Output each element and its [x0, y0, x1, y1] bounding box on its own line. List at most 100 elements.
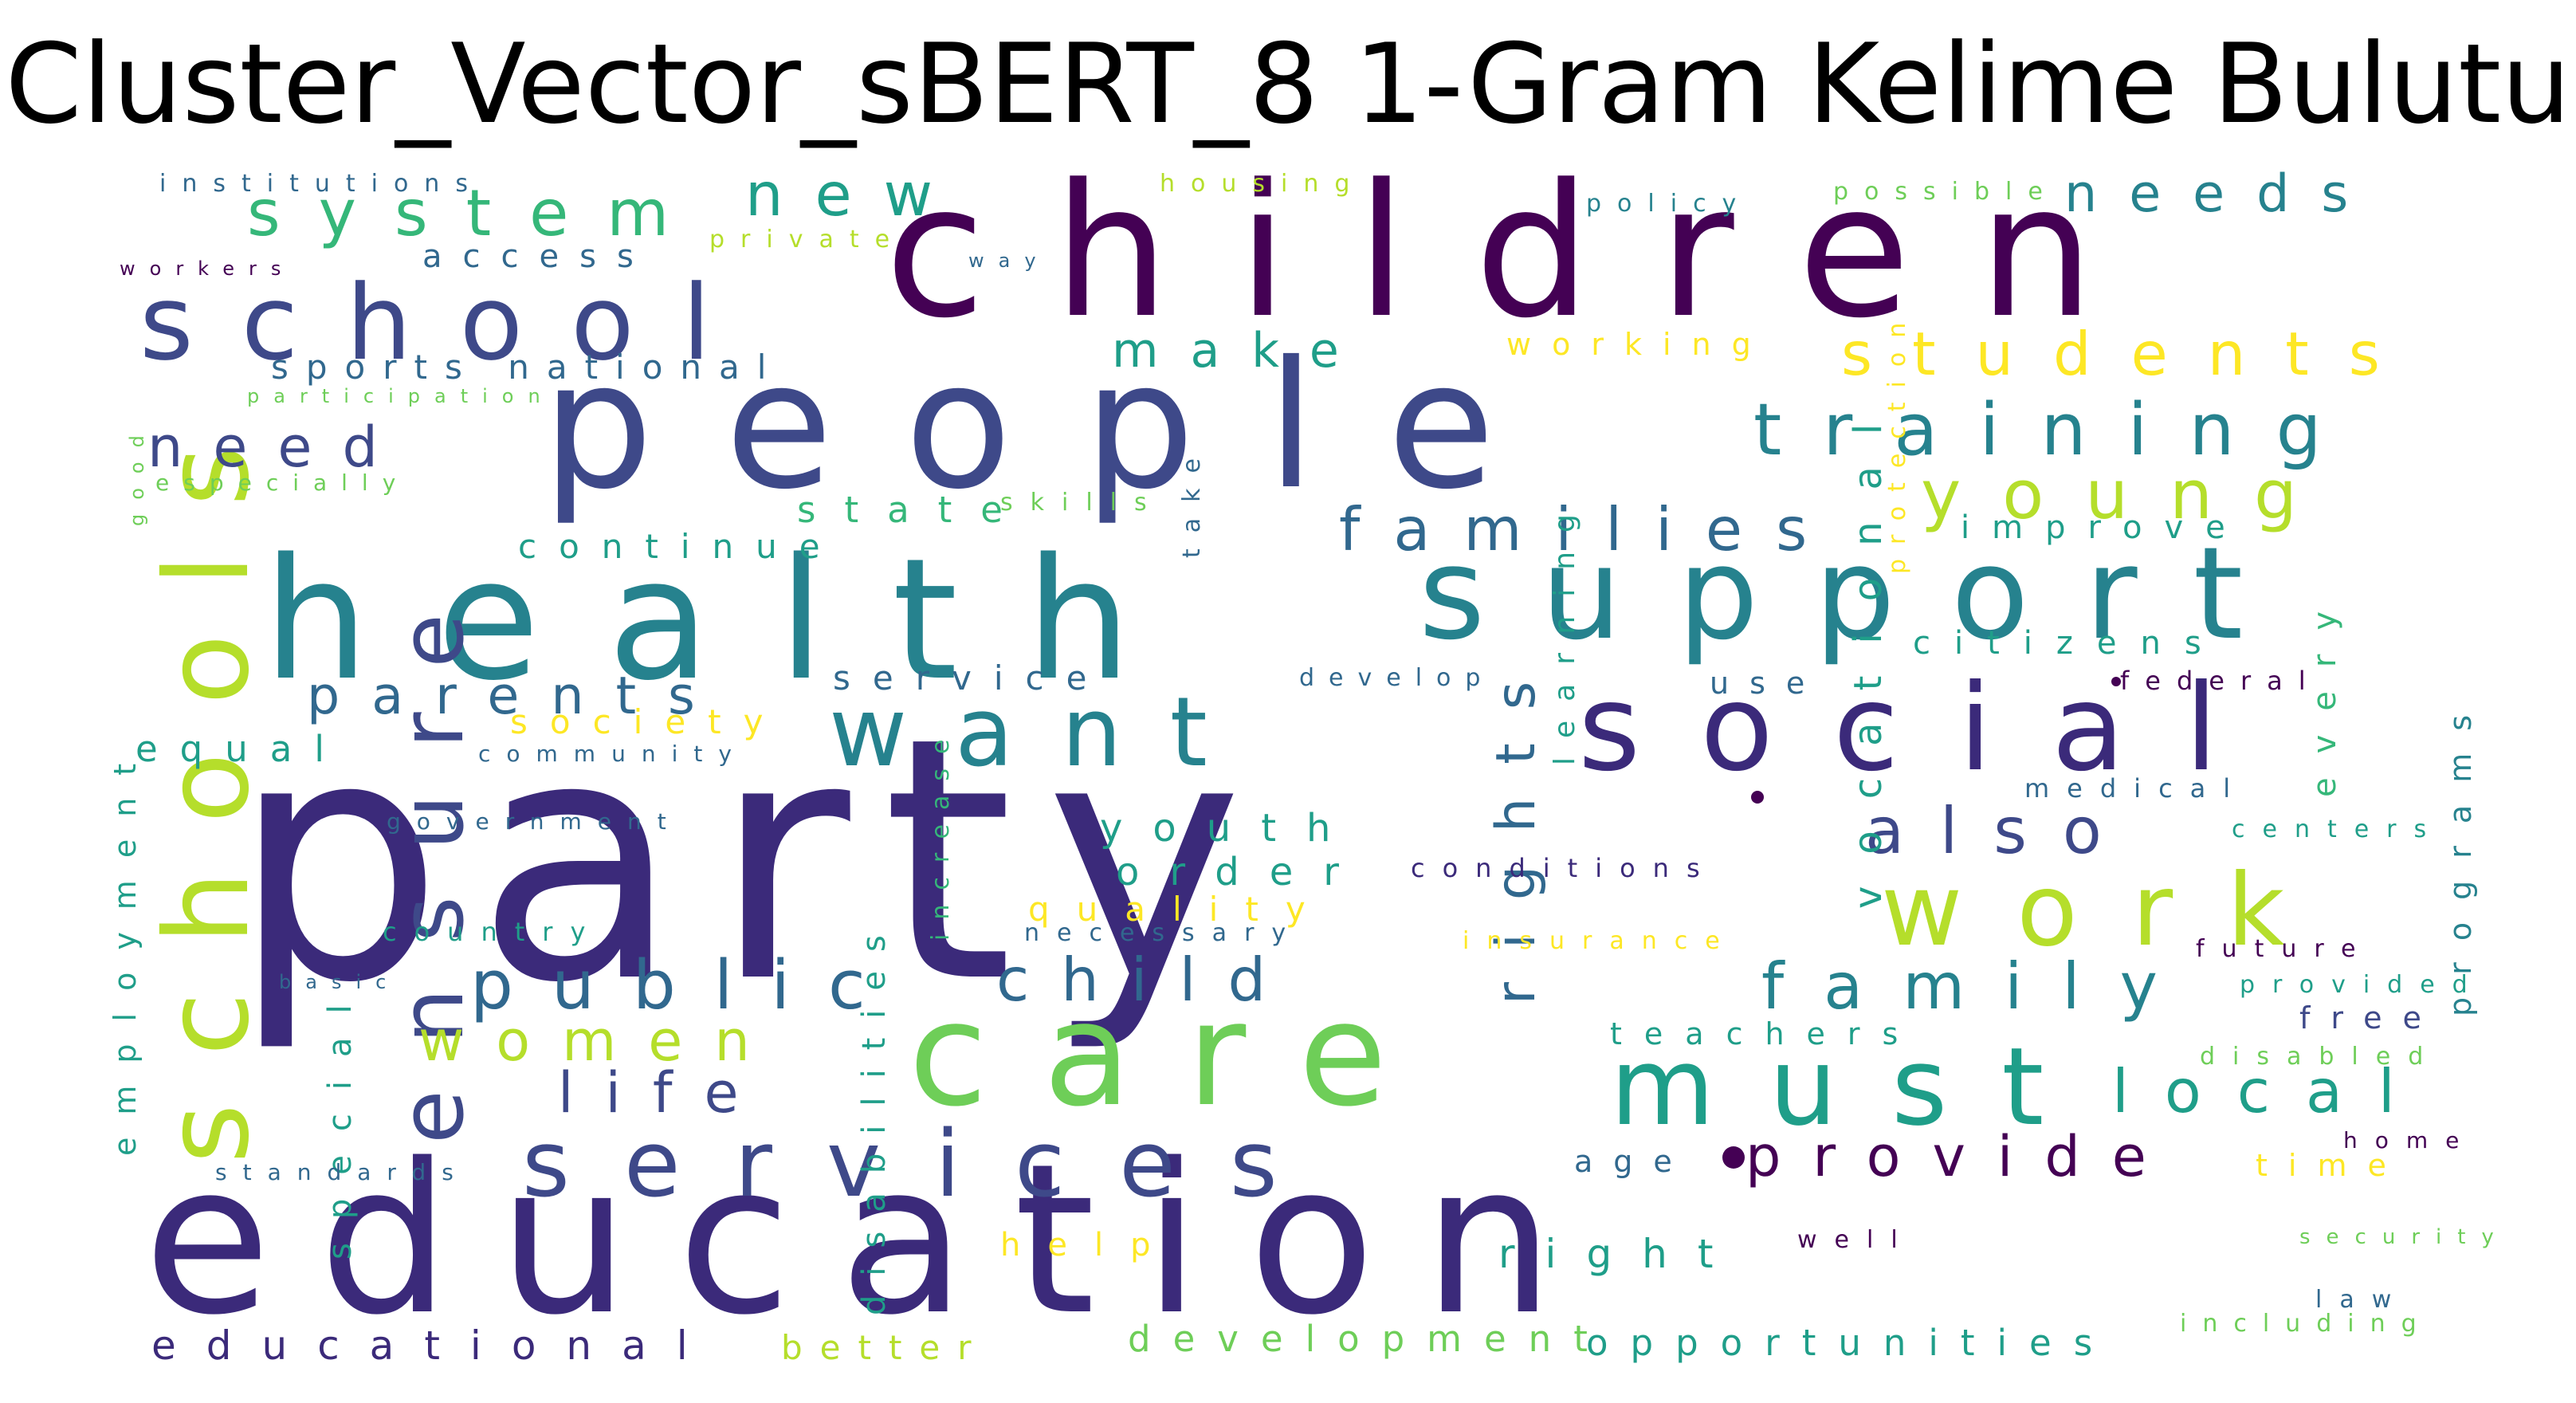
word-state: state: [797, 489, 1031, 531]
word-federal: federal: [2120, 666, 2322, 696]
word-society: society: [510, 702, 786, 741]
word-disabled: disabled: [2200, 1043, 2441, 1071]
word-age: age: [1574, 1144, 1693, 1179]
word-take: take: [1178, 442, 1206, 558]
word-sports-national: sports national: [271, 348, 783, 387]
word-good: good: [126, 421, 148, 526]
word-people: people: [542, 324, 1567, 528]
word-needs: needs: [2064, 164, 2380, 224]
word-care: care: [909, 972, 1443, 1138]
word-development: development: [1128, 1318, 1610, 1360]
word-ensure: ensure: [381, 568, 483, 1144]
word-future: future: [2196, 935, 2373, 963]
word-better: better: [781, 1328, 989, 1367]
word-make: make: [1112, 323, 1371, 379]
word-country: country: [383, 917, 603, 947]
word-health: health: [263, 522, 1200, 717]
word-use: use: [1710, 666, 1825, 701]
word-programs: programs: [2443, 693, 2478, 1016]
word-vocational: vocational: [1846, 392, 1891, 909]
word-develop: develop: [1299, 664, 1494, 692]
cloud-title: Cluster_Vector_sBERT_8 1-Gram Kelime Bul…: [5, 20, 2571, 148]
word-working: working: [1506, 327, 1772, 362]
word-employment: employment: [108, 741, 143, 1156]
word-services: services: [522, 1111, 1332, 1218]
word-workers: workers: [120, 257, 295, 280]
word-possible: possible: [1833, 178, 2059, 206]
word-housing: housing: [1160, 170, 1365, 198]
word-right: right: [1498, 1231, 1743, 1277]
word-home: home: [2343, 1127, 2476, 1153]
word-opportunities: opportunities: [1586, 1322, 2115, 1364]
word-way: way: [968, 250, 1050, 272]
word-must: must: [1610, 1024, 2098, 1150]
word-teachers: teachers: [1610, 1016, 1920, 1051]
word-free: free: [2299, 1000, 2442, 1036]
word-social: social: [1578, 659, 2278, 798]
word-skills: skills: [1000, 489, 1164, 517]
word-increase: increase: [927, 725, 955, 941]
word-participation: participation: [247, 385, 555, 407]
word-special: special: [322, 981, 359, 1260]
word-private: private: [709, 226, 905, 253]
word-service: service: [833, 658, 1109, 698]
word-government: government: [387, 808, 682, 835]
word-women: women: [418, 1008, 782, 1074]
word-support: support: [1419, 519, 2299, 668]
word-continue: continue: [518, 527, 842, 566]
word-need: need: [147, 415, 408, 480]
word-young: young: [1921, 456, 2338, 535]
word-medical: medical: [2024, 773, 2248, 804]
word-equal: equal: [135, 728, 347, 770]
word-policy: policy: [1586, 190, 1752, 218]
word-also: also: [1865, 794, 2138, 868]
word-order: order: [1116, 850, 1369, 894]
word-new: new: [745, 159, 964, 230]
word-local: local: [2112, 1056, 2431, 1126]
word-life: life: [558, 1060, 771, 1126]
word-system: system: [247, 176, 707, 250]
word-provided: provided: [2240, 971, 2485, 999]
word-education: education: [143, 1120, 1602, 1361]
word-including: including: [2180, 1310, 2433, 1338]
word-work: work: [1881, 853, 2339, 969]
word-disabilities: disabilities: [856, 916, 893, 1315]
word-child: child: [996, 945, 1298, 1015]
word-quality: quality: [1028, 890, 1333, 929]
word-basic: basic: [279, 971, 400, 993]
word-party: party: [231, 666, 1275, 1056]
word-provide: provide: [1745, 1124, 2178, 1189]
word-access: access: [422, 238, 654, 275]
word-improve: improve: [1961, 509, 2248, 546]
word-security: security: [2299, 1225, 2510, 1249]
word-educational: educational: [151, 1322, 718, 1369]
word-families: families: [1339, 494, 1840, 564]
word-public: public: [470, 946, 904, 1025]
word-institutions: institutions: [159, 170, 484, 198]
word-family: family: [1761, 949, 2197, 1024]
word-insurance: insurance: [1463, 927, 1738, 955]
word-conditions: conditions: [1411, 853, 1718, 883]
word-citizens: citizens: [1913, 625, 2225, 662]
word-children: children: [885, 146, 2162, 359]
cloud-dot-2: [1722, 1146, 1745, 1169]
word-training: training: [1753, 388, 2363, 472]
word-students: students: [1841, 319, 2420, 389]
word-school: school: [139, 262, 759, 383]
word-youth: youth: [1100, 806, 1361, 851]
word-learning: learning: [1549, 495, 1581, 765]
word-necessary: necessary: [1024, 919, 1303, 947]
word-rights: rights: [1485, 648, 1548, 1004]
word-law: law: [2315, 1286, 2409, 1314]
word-protection: protection: [1883, 309, 1911, 574]
cloud-dot-1: [1751, 791, 1764, 804]
word-schools: schools: [140, 399, 275, 1164]
word-especially: especially: [155, 470, 410, 496]
word-time: time: [2256, 1148, 2407, 1183]
word-centers: centers: [2232, 815, 2444, 843]
word-standards: standards: [215, 1159, 469, 1185]
word-want: want: [829, 678, 1255, 788]
word-every: every: [2307, 588, 2343, 797]
